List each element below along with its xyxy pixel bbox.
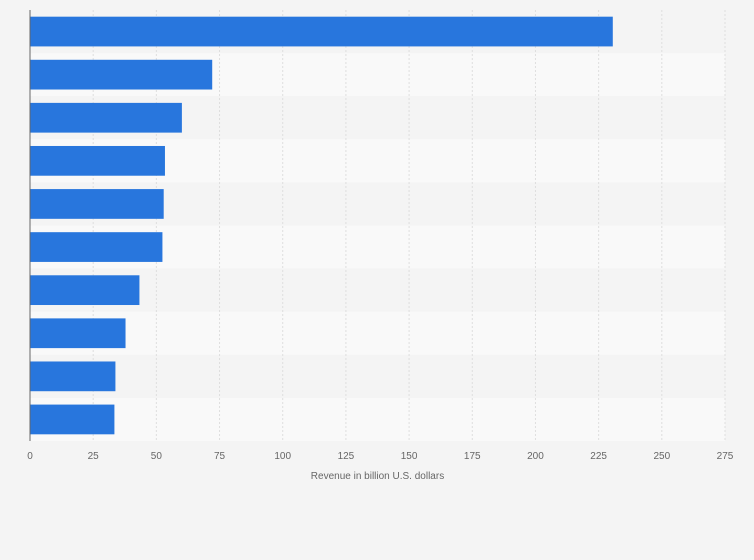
- bar[interactable]: [30, 59, 213, 90]
- x-tick-label: 25: [88, 451, 100, 462]
- row-band: [30, 397, 725, 441]
- bar[interactable]: [30, 102, 182, 133]
- x-tick-label: 225: [590, 451, 607, 462]
- x-tick-label: 75: [214, 451, 226, 462]
- x-tick-label: 100: [274, 451, 291, 462]
- bar[interactable]: [30, 275, 140, 306]
- bar[interactable]: [30, 16, 613, 47]
- x-axis-title: Revenue in billion U.S. dollars: [311, 471, 444, 482]
- x-tick-label: 0: [27, 451, 33, 462]
- x-tick-label: 50: [151, 451, 163, 462]
- row-band: [30, 354, 725, 398]
- x-tick-labels: 0 25 50 75 100 125 150 175 200 225 250 275: [27, 451, 734, 462]
- bars: [30, 16, 613, 435]
- x-tick-label: 125: [338, 451, 355, 462]
- bar[interactable]: [30, 404, 115, 435]
- x-tick-label: 275: [717, 451, 734, 462]
- x-tick-label: 150: [401, 451, 418, 462]
- bar[interactable]: [30, 189, 164, 219]
- x-tick-label: 175: [464, 451, 481, 462]
- bar[interactable]: [30, 145, 165, 176]
- bar[interactable]: [30, 361, 116, 392]
- row-band: [30, 311, 725, 355]
- x-tick-label: 200: [527, 451, 544, 462]
- bar[interactable]: [30, 318, 126, 349]
- x-tick-label: 250: [653, 451, 670, 462]
- bar[interactable]: [30, 232, 163, 262]
- row-band: [30, 268, 725, 312]
